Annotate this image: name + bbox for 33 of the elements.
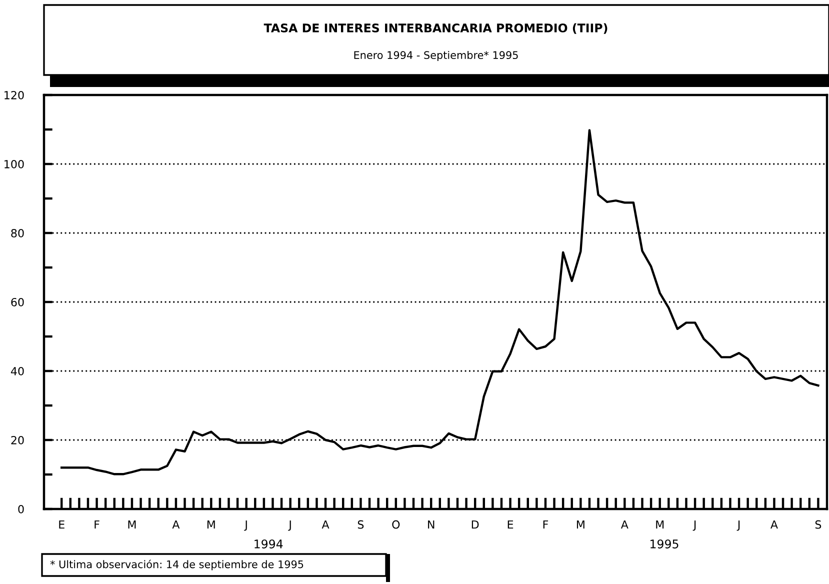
x-tick-label: A: [322, 520, 330, 529]
x-tick-label: F: [94, 520, 100, 529]
x-tick-label: E: [59, 520, 64, 529]
x-tick-label: A: [620, 520, 628, 529]
x-tick-label: M: [207, 520, 215, 529]
x-tick-label: J: [288, 520, 291, 531]
y-tick-label: 60: [11, 298, 24, 306]
y-tick-label: 0: [18, 504, 24, 514]
x-tick-label: M: [128, 520, 136, 529]
text: 1995: [650, 540, 678, 548]
y-tick-label: 100: [4, 160, 24, 168]
x-tick-label: F: [543, 520, 548, 529]
x-tick-label: J: [244, 520, 247, 531]
x-tick-label: A: [770, 520, 778, 529]
x-tick-label: N: [428, 520, 434, 529]
x-tick-label: M: [576, 520, 584, 529]
text: * Ultima observación: 14 de septiembre de 1995: [50, 560, 304, 570]
x-tick-label: E: [508, 520, 514, 529]
x-tick-label: O: [392, 520, 400, 529]
text: 1994: [254, 540, 283, 548]
y-tick-label: 120: [4, 90, 24, 100]
chart-title: TASA DE INTERES INTERBANCARIA PROMEDIO (TIIP): [264, 23, 608, 34]
x-tick-label: S: [815, 520, 822, 529]
y-tick-label: 20: [11, 436, 24, 444]
x-tick-label: A: [172, 520, 180, 529]
x-tick-label: M: [656, 520, 664, 529]
y-tick-label: 80: [11, 228, 24, 238]
chart-subtitle: Enero 1994 - Septiembre* 1995: [354, 50, 518, 62]
x-tick-label: D: [472, 520, 479, 529]
x-tick-label: S: [358, 520, 364, 529]
y-tick-label: 40: [10, 366, 24, 376]
x-tick-label: J: [692, 520, 696, 531]
x-tick-label: J: [736, 520, 740, 531]
